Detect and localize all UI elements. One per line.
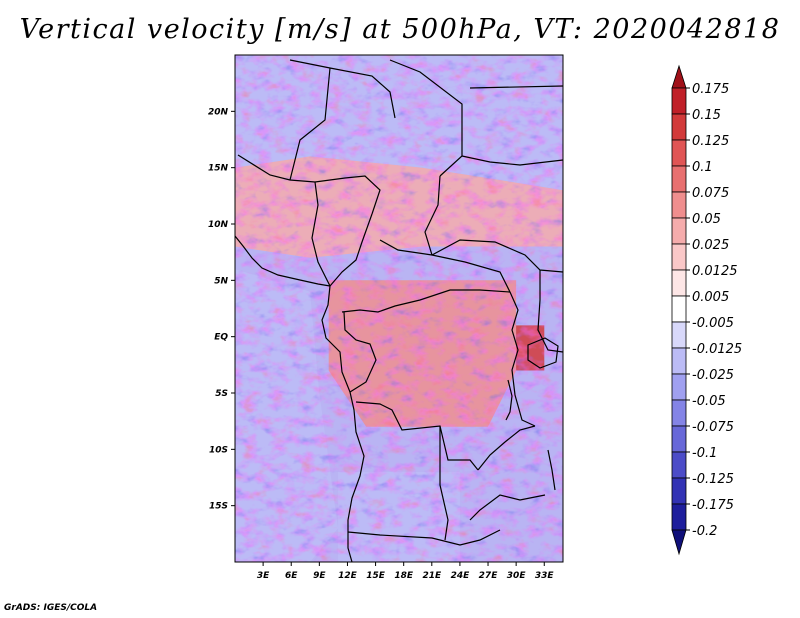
border-congo-river (341, 289, 511, 313)
colorbar-label: -0.005 (692, 316, 734, 331)
y-tick-label: 5N (214, 276, 228, 286)
border-algeria-niger (289, 59, 396, 119)
colorbar-swatch (671, 295, 687, 323)
lake-tanganyika (505, 379, 513, 421)
border-sudan-south (461, 155, 563, 166)
x-tick-label: 30E (507, 571, 527, 581)
colorbar-label: -0.075 (692, 420, 734, 435)
y-tick-label: EQ (214, 333, 228, 343)
colorbar-bottom-arrow (671, 529, 687, 556)
colorbar-label: 0.005 (692, 290, 729, 305)
colorbar-swatch (671, 373, 687, 401)
colorbar-swatch (671, 451, 687, 479)
colorbar-label: -0.025 (692, 368, 734, 383)
x-tick-label: 6E (285, 571, 298, 581)
colorbar-label: 0.0125 (692, 264, 738, 279)
map-frame (234, 54, 564, 563)
colorbar-label: 0.175 (692, 82, 729, 97)
colorbar-swatch (671, 243, 687, 271)
border-mali-niger (289, 67, 331, 181)
colorbar-label: 0.15 (692, 108, 721, 123)
x-tick-label: 21E (422, 571, 442, 581)
x-tick-label: 18E (394, 571, 414, 581)
border-northeast (469, 85, 563, 89)
y-tick-label: 15N (208, 164, 229, 174)
border-zambia-tanzania (477, 425, 536, 471)
border-angola-zambia (439, 426, 449, 541)
y-tick-label: 20N (208, 107, 229, 117)
colorbar-label: -0.0125 (692, 342, 742, 357)
colorbar-swatch (671, 399, 687, 427)
border-east-africa (509, 291, 536, 427)
border-namibia (347, 529, 501, 546)
chart-title: Vertical velocity [m/s] at 500hPa, VT: 2… (19, 14, 781, 45)
x-tick-label: 12E (338, 571, 358, 581)
x-tick-label: 15E (366, 571, 386, 581)
colorbar-swatch (671, 477, 687, 505)
border-south-sudan (431, 239, 563, 273)
colorbar-label: 0.025 (692, 238, 729, 253)
colorbar-swatch (671, 113, 687, 141)
colorbar-swatch (671, 269, 687, 297)
colorbar-swatch (671, 503, 687, 531)
colorbar-label: -0.2 (692, 524, 717, 539)
colorbar-label: 0.1 (692, 160, 713, 175)
border-cameroon (329, 213, 373, 287)
colorbar-swatch (671, 165, 687, 193)
colorbar-swatch (671, 139, 687, 167)
border-libya-sudan (389, 59, 463, 177)
map-area (235, 55, 563, 562)
border-sahel (237, 154, 381, 215)
grads-credit: GrADS: IGES/COLA (4, 603, 98, 613)
colorbar-swatch (671, 87, 687, 115)
x-tick-label: 27E (479, 571, 499, 581)
colorbar-label: -0.175 (692, 498, 734, 513)
central-africa-coastline (321, 285, 365, 562)
x-tick-label: 3E (257, 571, 270, 581)
x-tick-label: 9E (313, 571, 326, 581)
border-kenya-uganda (537, 270, 563, 353)
colorbar-label: 0.125 (692, 134, 729, 149)
west-africa-coastline (235, 235, 331, 287)
border-drc-angola (355, 401, 479, 471)
y-tick-label: 10N (208, 220, 229, 230)
colorbar-swatch (671, 217, 687, 245)
x-tick-label: 24E (451, 571, 471, 581)
colorbar-swatch (671, 321, 687, 349)
border-gabon-congo (343, 311, 377, 393)
border-zambia-south (469, 494, 546, 521)
colorbar-label: -0.05 (692, 394, 726, 409)
border-car (379, 239, 511, 293)
lake-malawi (547, 449, 556, 491)
colorbar-label: 0.075 (692, 186, 729, 201)
y-tick-label: 5S (215, 389, 228, 399)
axes: 3E 6E 9E 12E 15E 18E 21E 24E 27E 30E 33E 20N 15N 10N 5… (208, 107, 555, 581)
border-nigeria (311, 181, 331, 287)
country-borders (235, 59, 563, 562)
x-tick-label: 33E (535, 571, 555, 581)
colorbar-label: 0.05 (692, 212, 721, 227)
y-tick-label: 15S (209, 502, 228, 512)
colorbar-label: -0.125 (692, 472, 734, 487)
colorbar-swatch (671, 347, 687, 375)
colorbar-label: -0.1 (692, 446, 717, 461)
y-tick-label: 10S (209, 445, 228, 455)
border-chad-east (424, 175, 441, 256)
lake-victoria (527, 337, 559, 369)
colorbar: 0.175 0.15 0.125 0.1 0.075 0.05 0.025 0.0125 0.0… (671, 64, 742, 556)
colorbar-top-arrow (671, 64, 687, 89)
colorbar-swatch (671, 425, 687, 453)
fine-structure-texture (235, 55, 563, 562)
colorbar-swatch (671, 191, 687, 219)
